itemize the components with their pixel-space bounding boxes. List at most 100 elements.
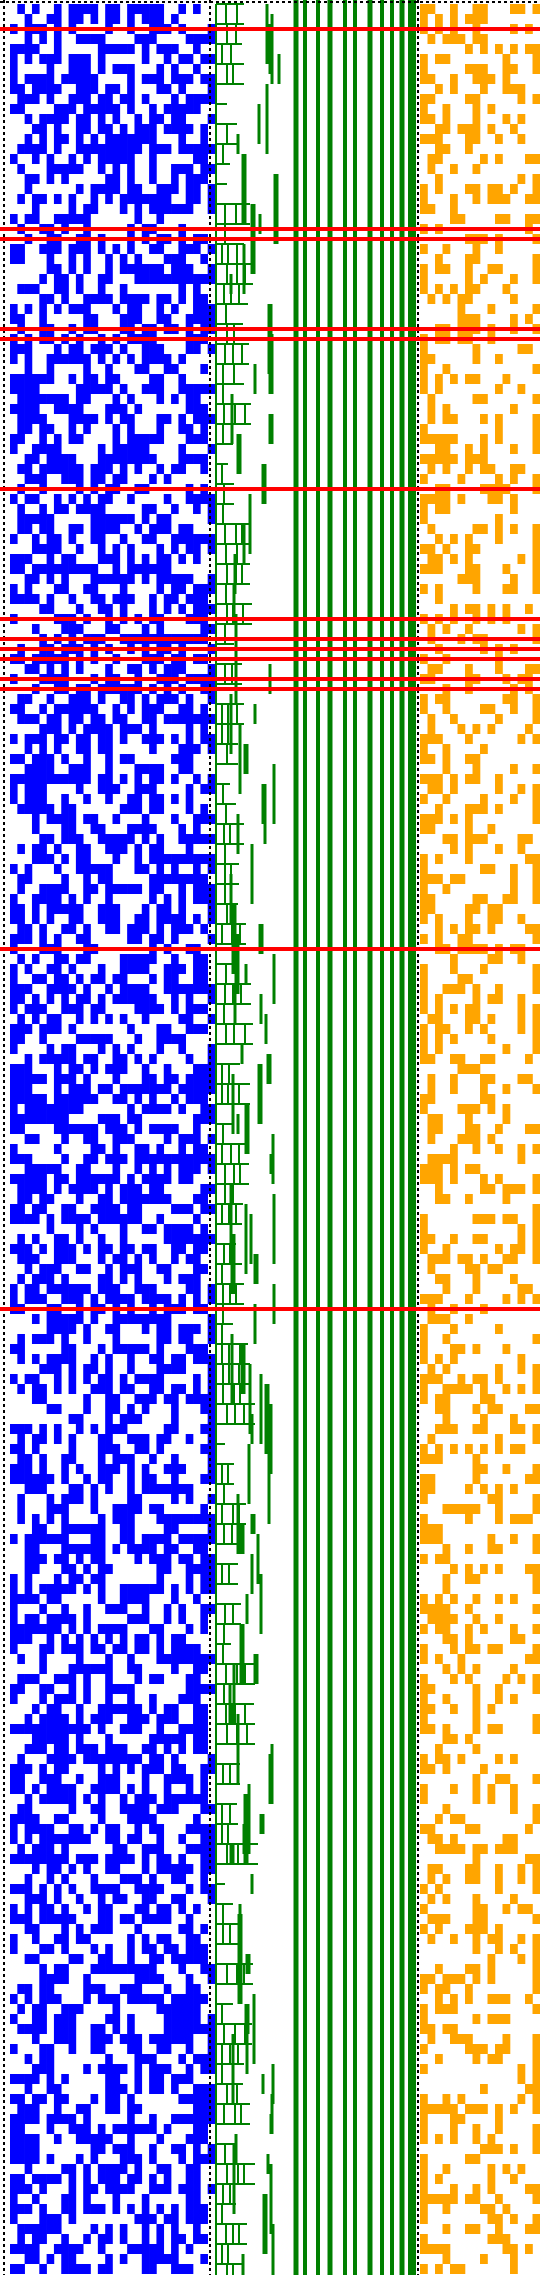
left-cell xyxy=(185,984,194,994)
left-cell xyxy=(193,2114,201,2124)
left-cell xyxy=(134,144,143,154)
right-cell xyxy=(450,2024,458,2034)
left-cell xyxy=(17,374,25,384)
left-cell xyxy=(163,1544,172,1554)
left-cell xyxy=(31,444,40,454)
left-cell xyxy=(31,1864,40,1874)
left-cell xyxy=(61,1934,69,1944)
left-cell xyxy=(200,1794,208,1804)
left-cell xyxy=(90,884,99,894)
right-cell xyxy=(435,184,443,194)
right-cell xyxy=(450,454,458,464)
left-cell xyxy=(141,1604,150,1614)
left-cell xyxy=(97,1214,106,1224)
left-cell xyxy=(185,754,194,764)
right-cell xyxy=(450,84,458,94)
left-cell xyxy=(68,1954,77,1964)
right-cell xyxy=(442,104,451,114)
left-cell xyxy=(149,1004,157,1014)
left-cell xyxy=(68,354,77,364)
left-cell xyxy=(24,1254,33,1264)
left-cell xyxy=(31,1094,40,1104)
left-cell xyxy=(46,1214,55,1224)
left-cell xyxy=(127,134,135,144)
left-cell xyxy=(46,1724,55,1734)
left-cell xyxy=(185,1074,194,1084)
left-cell xyxy=(10,304,18,314)
left-cell xyxy=(10,1774,18,1784)
right-cell xyxy=(472,94,481,104)
left-cell xyxy=(185,804,194,814)
left-cell xyxy=(61,2004,69,2014)
left-cell xyxy=(105,554,113,564)
left-cell xyxy=(61,1874,69,1884)
left-cell xyxy=(134,1704,143,1714)
left-cell xyxy=(24,1714,33,1724)
left-cell xyxy=(61,474,69,484)
left-cell xyxy=(200,1144,208,1154)
left-cell xyxy=(46,1024,55,1034)
left-cell xyxy=(163,1194,172,1204)
left-cell xyxy=(185,1694,194,1704)
left-cell xyxy=(193,144,201,154)
left-cell xyxy=(105,1194,113,1204)
left-cell xyxy=(75,94,84,104)
left-cell xyxy=(75,1284,84,1294)
left-cell xyxy=(75,64,84,74)
left-cell xyxy=(31,534,40,544)
left-cell xyxy=(178,1144,187,1154)
left-cell xyxy=(134,364,143,374)
left-cell xyxy=(53,84,62,94)
left-cell xyxy=(31,2224,40,2234)
left-cell xyxy=(90,534,99,544)
left-cell xyxy=(156,914,165,924)
right-cell xyxy=(465,534,473,544)
left-cell xyxy=(149,1744,157,1754)
left-cell xyxy=(75,1094,84,1104)
left-cell xyxy=(178,1364,187,1374)
left-cell xyxy=(46,1274,55,1284)
left-cell xyxy=(53,504,62,514)
left-cell xyxy=(97,514,106,524)
left-cell xyxy=(193,2084,201,2094)
right-cell xyxy=(472,104,481,114)
left-cell xyxy=(171,774,179,784)
right-cell xyxy=(465,94,473,104)
left-cell xyxy=(200,304,208,314)
left-cell xyxy=(149,1104,157,1114)
left-cell xyxy=(141,1914,150,1924)
right-cell xyxy=(442,504,451,514)
left-cell xyxy=(46,1404,55,1414)
left-cell xyxy=(193,1074,201,1084)
left-cell xyxy=(53,1764,62,1774)
right-cell xyxy=(450,604,458,614)
left-cell xyxy=(119,1634,128,1644)
left-cell xyxy=(141,1934,150,1944)
left-cell xyxy=(105,254,113,264)
left-cell xyxy=(171,1514,179,1524)
left-cell xyxy=(185,194,194,204)
left-cell xyxy=(83,1184,91,1194)
left-cell xyxy=(149,174,157,184)
right-cell xyxy=(480,804,488,814)
right-cell xyxy=(532,1974,540,1984)
left-cell xyxy=(24,744,33,754)
left-cell xyxy=(17,4,25,14)
left-cell xyxy=(200,584,208,594)
left-cell xyxy=(134,114,143,124)
left-cell xyxy=(207,834,216,844)
left-cell xyxy=(171,1774,179,1784)
right-cell xyxy=(442,1244,451,1254)
left-cell xyxy=(105,174,113,184)
right-cell xyxy=(435,1154,443,1164)
left-cell xyxy=(163,524,172,534)
right-cell xyxy=(442,2244,451,2254)
left-cell xyxy=(112,1774,121,1784)
right-cell xyxy=(480,864,488,874)
left-cell xyxy=(156,1354,165,1364)
left-cell xyxy=(178,524,187,534)
right-cell xyxy=(472,1234,481,1244)
left-cell xyxy=(171,924,179,934)
left-cell xyxy=(31,1204,40,1214)
left-cell xyxy=(127,304,135,314)
